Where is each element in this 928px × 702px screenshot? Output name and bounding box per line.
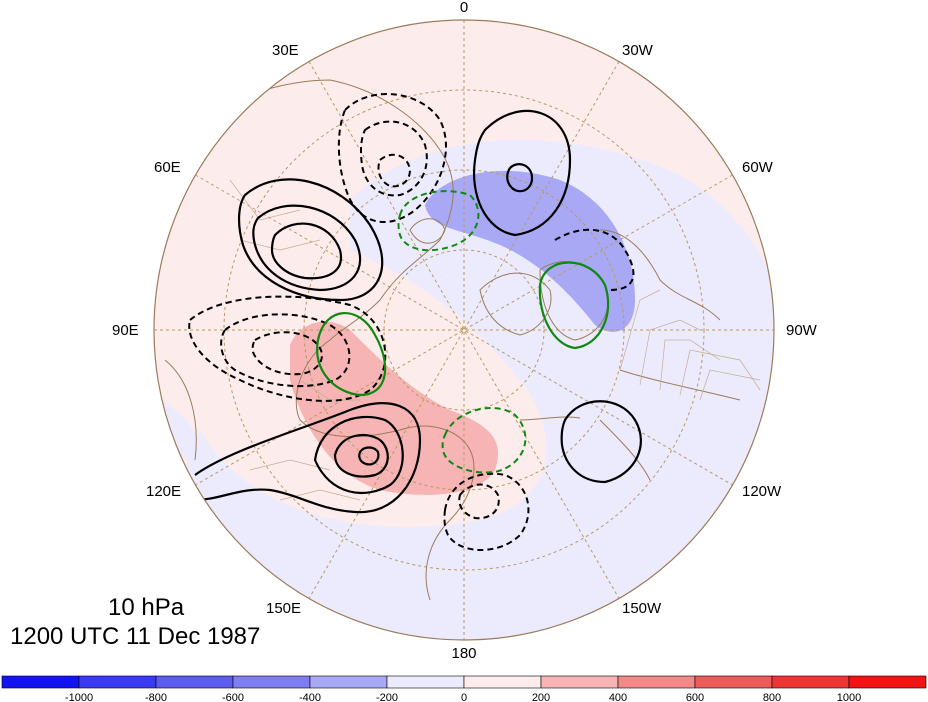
colorbar-tick-label: 600	[686, 692, 704, 702]
lon-label-30w: 30W	[622, 42, 654, 59]
lon-label-0: 0	[460, 0, 468, 16]
polar-stereographic-map: 0 30W 60W 90W 120W 150W 180 150E 120E 90…	[112, 0, 818, 662]
colorbar-box	[694, 675, 773, 689]
positive-contours	[194, 109, 642, 514]
longitude-labels: 0 30W 60W 90W 120W 150W 180 150E 120E 90…	[112, 0, 818, 662]
negative-contours	[188, 93, 635, 551]
lon-label-60e: 60E	[154, 159, 181, 176]
lon-label-90w: 90W	[786, 322, 818, 339]
colorbar-box	[771, 675, 850, 689]
colorbar-tick-label: -200	[376, 692, 398, 702]
positive-anomaly-shade	[290, 321, 498, 495]
colorbar-tick-label: -600	[222, 692, 244, 702]
colorbar-boxes	[1, 675, 927, 689]
lon-label-150w: 150W	[622, 600, 662, 617]
colorbar-box	[617, 675, 696, 689]
lon-label-150e: 150E	[266, 600, 301, 617]
lon-label-120w: 120W	[742, 483, 782, 500]
colorbar-tick-label: 0	[461, 692, 467, 702]
colorbar-box	[1, 675, 80, 689]
colorbar-tick-label: -1000	[65, 692, 93, 702]
colorbar-box	[232, 675, 311, 689]
green-solid-contours	[315, 261, 610, 397]
map-boundary	[153, 19, 775, 641]
lon-label-90e: 90E	[112, 322, 139, 339]
date-title: 1200 UTC 11 Dec 1987	[10, 623, 261, 650]
colorbar-labels: -1000 -800 -600 -400 -200 0 200 400 600 800 1000	[65, 692, 861, 702]
colorbar-tick-label: -800	[145, 692, 167, 702]
colorbar-tick-label: 1000	[837, 692, 861, 702]
colorbar-tick-label: -400	[299, 692, 321, 702]
colorbar-box	[540, 675, 619, 689]
negative-light-region-west	[160, 400, 205, 463]
pressure-level-title: 10 hPa	[108, 594, 185, 621]
colorbar-box	[848, 675, 927, 689]
negative-anomaly-shade	[425, 170, 635, 332]
colorbar-tick-label: 400	[609, 692, 627, 702]
lon-label-120e: 120E	[146, 483, 181, 500]
green-dashed-contours	[397, 190, 527, 474]
lon-label-60w: 60W	[742, 159, 774, 176]
colorbar-tick-label: 200	[532, 692, 550, 702]
colorbar-box	[78, 675, 157, 689]
colorbar-box	[309, 675, 388, 689]
lon-label-30e: 30E	[272, 42, 299, 59]
borders	[229, 179, 761, 501]
lon-label-180: 180	[451, 645, 476, 662]
colorbar-box	[155, 675, 234, 689]
negative-light-region	[181, 139, 774, 640]
colorbar: -1000 -800 -600 -400 -200 0 200 400 600 800 1000	[1, 675, 927, 702]
colorbar-box	[463, 675, 542, 689]
colorbar-tick-label: 800	[763, 692, 781, 702]
colorbar-box	[386, 675, 465, 689]
